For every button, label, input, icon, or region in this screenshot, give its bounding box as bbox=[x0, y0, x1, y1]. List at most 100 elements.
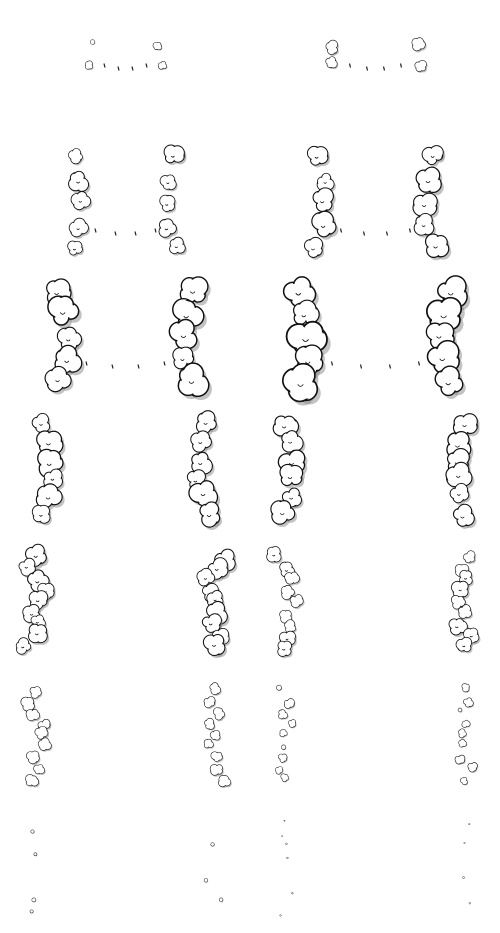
puff-detail bbox=[29, 613, 34, 616]
puff-fill bbox=[29, 605, 39, 615]
puff-detail bbox=[76, 228, 80, 230]
speed-dash bbox=[348, 63, 352, 68]
speed-dash bbox=[85, 361, 88, 366]
smoke-puff bbox=[68, 148, 84, 166]
speed-dash bbox=[365, 66, 369, 71]
puff-detail bbox=[66, 339, 71, 342]
puff-fill bbox=[469, 628, 477, 636]
puff-fill bbox=[459, 729, 465, 735]
smoke-puff bbox=[203, 878, 209, 883]
puff-fill bbox=[454, 463, 468, 477]
puff-fill bbox=[41, 738, 49, 746]
puff-fill bbox=[461, 637, 471, 648]
smoke-puff bbox=[468, 823, 471, 826]
puff-fill bbox=[197, 431, 209, 443]
smoke-puff bbox=[287, 719, 297, 729]
puff-detail bbox=[35, 581, 40, 584]
smoke-puff bbox=[270, 500, 298, 528]
smoke-puff bbox=[457, 707, 463, 713]
smoke-puff bbox=[172, 346, 196, 372]
smoke-puff bbox=[421, 145, 446, 167]
puff-fill bbox=[210, 765, 218, 773]
puff-fill bbox=[202, 512, 216, 526]
puff-fill bbox=[457, 597, 464, 603]
puff-detail bbox=[469, 635, 473, 638]
puff-fill bbox=[438, 342, 458, 362]
puff-fill bbox=[435, 236, 447, 248]
puff-fill bbox=[204, 699, 209, 704]
puff-detail bbox=[430, 156, 435, 158]
puff-fill bbox=[201, 569, 212, 579]
smoke-puff bbox=[448, 618, 470, 638]
smoke-puff bbox=[209, 764, 224, 777]
puff-fill bbox=[34, 687, 41, 694]
puff-fill bbox=[463, 842, 465, 844]
puff-fill bbox=[37, 764, 43, 770]
puff-fill bbox=[303, 346, 321, 364]
puff-fill bbox=[26, 710, 34, 718]
puff-fill bbox=[36, 625, 46, 635]
puff-fill bbox=[468, 823, 470, 825]
smoke-puff bbox=[452, 503, 477, 529]
puff-fill bbox=[276, 685, 282, 690]
puff-detail bbox=[433, 246, 438, 249]
smoke-puff bbox=[266, 546, 283, 564]
smoke-puff bbox=[284, 698, 296, 710]
speed-dash bbox=[417, 361, 421, 366]
puff-detail bbox=[206, 514, 212, 517]
smoke-puff bbox=[291, 892, 294, 895]
puff-fill bbox=[156, 42, 161, 47]
puff-fill bbox=[53, 280, 69, 296]
smoke-puff bbox=[454, 754, 466, 766]
smoke-puff bbox=[293, 299, 322, 328]
puff-fill bbox=[283, 492, 292, 501]
puff-fill bbox=[284, 562, 292, 571]
smoke-puff bbox=[209, 729, 222, 742]
smoke-puff bbox=[455, 636, 474, 654]
smoke-puff bbox=[25, 709, 41, 723]
puff-fill bbox=[460, 739, 465, 745]
puff-fill bbox=[73, 241, 82, 250]
puff-detail bbox=[72, 248, 77, 251]
smoke-puff bbox=[33, 852, 38, 857]
puff-detail bbox=[21, 646, 25, 649]
puff-fill bbox=[279, 914, 282, 916]
speed-dash bbox=[382, 66, 386, 71]
puff-fill bbox=[276, 417, 287, 428]
puff-fill bbox=[458, 505, 471, 518]
puff-fill bbox=[163, 219, 173, 229]
puff-fill bbox=[44, 584, 54, 594]
smoke-puff bbox=[281, 835, 283, 837]
puff-detail bbox=[203, 422, 208, 425]
puff-detail bbox=[174, 246, 178, 249]
puff-fill bbox=[458, 516, 468, 526]
puff-fill bbox=[181, 302, 194, 315]
puff-detail bbox=[287, 476, 293, 480]
puff-fill bbox=[281, 745, 286, 750]
puff-fill bbox=[418, 60, 426, 68]
sprite-frame bbox=[29, 829, 224, 914]
smoke-puff bbox=[47, 295, 82, 329]
puff-fill bbox=[458, 708, 462, 712]
speed-dash bbox=[385, 231, 389, 236]
smoke-puff bbox=[29, 686, 43, 700]
puff-fill bbox=[212, 635, 223, 646]
speed-dash bbox=[359, 364, 363, 369]
puff-fill bbox=[170, 244, 179, 253]
smoke-puff bbox=[463, 550, 477, 565]
puff-fill bbox=[205, 503, 218, 515]
puff-fill bbox=[430, 146, 443, 159]
smoke-puff bbox=[325, 39, 339, 57]
smoke-puff bbox=[278, 630, 298, 648]
puff-fill bbox=[441, 299, 460, 318]
puff-detail bbox=[46, 443, 51, 446]
puff-detail bbox=[457, 494, 461, 496]
smoke-puff bbox=[37, 448, 66, 481]
puff-fill bbox=[39, 726, 47, 735]
speed-dash bbox=[111, 364, 114, 369]
smoke-puff bbox=[434, 365, 466, 399]
puff-detail bbox=[323, 182, 327, 184]
puff-detail bbox=[462, 424, 467, 428]
puff-fill bbox=[216, 752, 222, 758]
puff-detail bbox=[54, 292, 59, 296]
